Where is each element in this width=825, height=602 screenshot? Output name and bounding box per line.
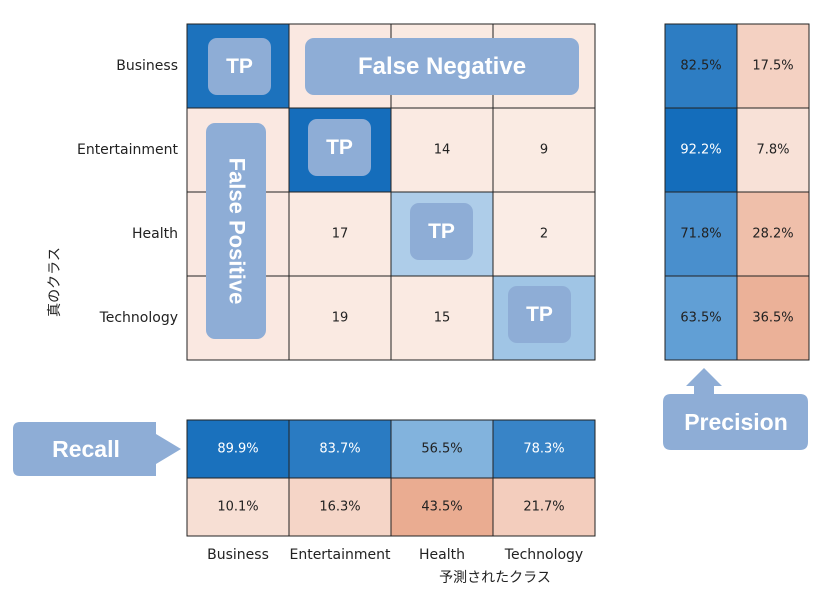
y-tick-label: Health <box>132 226 178 242</box>
precision-cell-value: 63.5% <box>680 311 721 326</box>
precision-cell-value: 92.2% <box>680 143 721 158</box>
precision-cell <box>664 275 738 361</box>
precision-cell <box>736 191 810 277</box>
precision-cell <box>664 191 738 277</box>
matrix-cell-value: 9 <box>540 143 548 158</box>
precision-arrow-callout <box>663 368 808 450</box>
x-tick-label: Entertainment <box>289 547 391 563</box>
tp-callout-technology: TP <box>508 286 571 343</box>
precision-cell <box>736 107 810 193</box>
x-tick-label: Business <box>207 547 269 563</box>
recall-cell <box>186 419 290 479</box>
precision-label: Precision <box>684 408 788 435</box>
precision-cell <box>736 275 810 361</box>
x-axis-title: 予測されたクラス <box>439 570 551 586</box>
recall-cell <box>492 419 596 479</box>
precision-cell-value: 82.5% <box>680 59 721 74</box>
recall-cell-value: 89.9% <box>217 442 258 457</box>
false-positive-callout: False Positive <box>206 123 266 339</box>
precision-cell-value: 36.5% <box>752 311 793 326</box>
precision-cell <box>736 23 810 109</box>
matrix-cell <box>288 191 392 277</box>
recall-arrow-callout <box>13 422 181 476</box>
recall-cell <box>288 477 392 537</box>
tp-callout-health: TP <box>410 203 473 260</box>
recall-cell-value: 56.5% <box>421 442 462 457</box>
precision-cell <box>664 23 738 109</box>
y-tick-label: Business <box>116 58 178 74</box>
recall-label: Recall <box>52 435 120 462</box>
precision-summary: 82.5% 17.5% 92.2% 7.8% 71.8% 28.2% 63.5% 36.5% <box>664 23 810 361</box>
precision-cell-value: 28.2% <box>752 227 793 242</box>
matrix-cell <box>288 275 392 361</box>
matrix-cell <box>390 275 494 361</box>
matrix-cell <box>492 191 596 277</box>
precision-cell <box>664 107 738 193</box>
x-tick-label: Health <box>419 547 465 563</box>
matrix-cell-value: 2 <box>540 227 548 242</box>
matrix-cell-value: 14 <box>434 143 451 158</box>
recall-cell <box>390 477 494 537</box>
matrix-cell-value: 19 <box>332 311 349 326</box>
y-tick-label: Entertainment <box>77 142 179 158</box>
precision-cell-value: 71.8% <box>680 227 721 242</box>
false-negative-callout: False Negative <box>305 38 579 95</box>
recall-cell <box>492 477 596 537</box>
x-tick-label: Technology <box>504 547 583 563</box>
precision-cell-value: 7.8% <box>756 143 789 158</box>
recall-cell-value: 83.7% <box>319 442 360 457</box>
recall-cell-value: 16.3% <box>319 500 360 515</box>
recall-cell-value: 10.1% <box>217 500 258 515</box>
recall-cell-value: 78.3% <box>523 442 564 457</box>
recall-cell <box>186 477 290 537</box>
false-positive-label: False Positive <box>224 157 249 305</box>
recall-cell-value: 21.7% <box>523 500 564 515</box>
y-axis-title: 真のクラス <box>47 247 63 317</box>
recall-cell <box>288 419 392 479</box>
matrix-cell-value: 15 <box>434 311 451 326</box>
matrix-cell-value: 17 <box>332 227 349 242</box>
matrix-cell <box>492 107 596 193</box>
recall-cell-value: 43.5% <box>421 500 462 515</box>
precision-cell-value: 17.5% <box>752 59 793 74</box>
tp-callout-entertainment: TP <box>308 119 371 176</box>
tp-callout-business: TP <box>208 38 271 95</box>
axis-labels: Business Entertainment Health Technology Bus… <box>77 58 583 563</box>
recall-summary: 89.9% 83.7% 56.5% 78.3% 10.1% 16.3% 43.5% 21.7% <box>186 419 596 537</box>
y-tick-label: Technology <box>99 310 178 326</box>
